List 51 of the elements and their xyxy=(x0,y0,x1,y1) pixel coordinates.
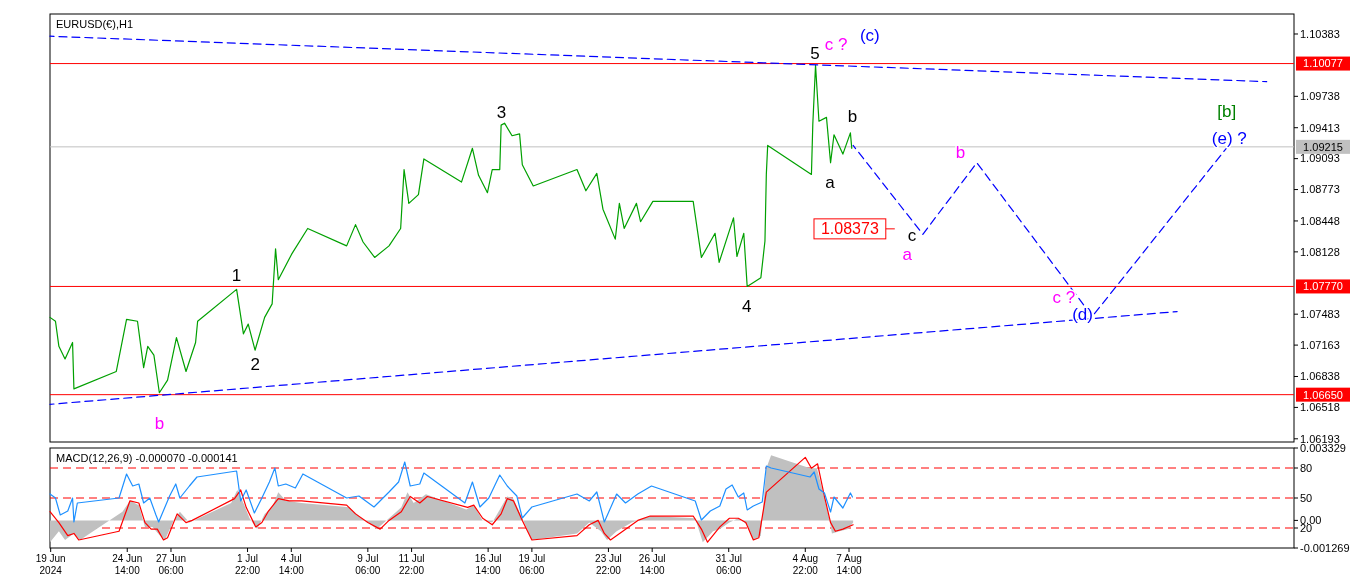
y-tick-label: 1.09093 xyxy=(1300,152,1340,165)
annotation: 2 xyxy=(250,355,260,375)
annotation: 5 xyxy=(810,43,820,63)
y-tick-label: 1.09738 xyxy=(1300,90,1340,103)
annotation: b xyxy=(847,106,858,126)
annotation: c xyxy=(907,225,917,245)
y-tick-label: 1.09413 xyxy=(1300,121,1340,134)
y-tick-label: 1.08448 xyxy=(1300,214,1340,227)
y-tick-label: 1.06193 xyxy=(1300,432,1340,445)
annotation: [b] xyxy=(1217,102,1237,122)
annotation: a xyxy=(902,245,913,265)
ref-line-label: 1.09215 xyxy=(1303,140,1343,153)
x-tick-label: 7 Aug 14:00 xyxy=(836,553,862,576)
x-tick-label: 4 Jul 14:00 xyxy=(278,553,305,576)
annotation: 3 xyxy=(496,102,507,122)
annotation: (c) xyxy=(859,25,880,45)
annotation: (e) ? xyxy=(1211,128,1247,148)
ref-line-label: 1.10077 xyxy=(1303,57,1343,70)
x-tick-label: 19 Jun 2024 xyxy=(35,553,66,576)
y-tick-label: -0.001269 xyxy=(1300,541,1350,554)
chart-title: MACD(12,26,9) -0.000070 -0.000141 xyxy=(56,452,238,464)
x-tick-label: 26 Jul 14:00 xyxy=(638,553,666,576)
ref-line-label: 1.06650 xyxy=(1303,388,1343,401)
annotation: a xyxy=(825,173,836,193)
annotation: 4 xyxy=(741,296,752,316)
y2-tick-label: 80 xyxy=(1300,461,1313,474)
ref-line-label: 1.07770 xyxy=(1303,280,1343,293)
x-tick-label: 1 Jul 22:00 xyxy=(235,553,261,576)
annotation: b xyxy=(154,414,165,434)
x-tick-label: 4 Aug 22:00 xyxy=(792,553,819,576)
x-tick-label: 19 Jul 06:00 xyxy=(518,553,546,576)
x-tick-label: 27 Jun 06:00 xyxy=(155,553,186,576)
y-tick-label: 1.08773 xyxy=(1300,183,1340,196)
x-tick-label: 23 Jul 22:00 xyxy=(595,553,622,576)
annotation: 1.08373 xyxy=(820,220,879,238)
x-tick-label: 16 Jul 14:00 xyxy=(474,553,502,576)
x-tick-label: 31 Jul 06:00 xyxy=(715,553,743,576)
y-tick-label: 1.07163 xyxy=(1300,338,1340,351)
y-tick-label: 1.10383 xyxy=(1300,27,1340,40)
y-tick-label: 1.07483 xyxy=(1300,308,1340,321)
x-tick-label: 11 Jul 22:00 xyxy=(398,553,425,576)
annotation: 1 xyxy=(231,266,242,286)
x-tick-label: 9 Jul 06:00 xyxy=(355,553,381,576)
x-tick-label: 24 Jun 14:00 xyxy=(112,553,143,576)
y-tick-label: 1.06518 xyxy=(1300,401,1340,414)
y-tick-label: 1.08128 xyxy=(1300,245,1340,258)
annotation: b xyxy=(955,142,966,162)
y2-tick-label: 50 xyxy=(1300,491,1313,504)
annotation: c ? xyxy=(824,35,848,55)
y-tick-label: 1.06838 xyxy=(1300,370,1340,383)
chart-title: EURUSD(€),H1 xyxy=(56,18,134,30)
